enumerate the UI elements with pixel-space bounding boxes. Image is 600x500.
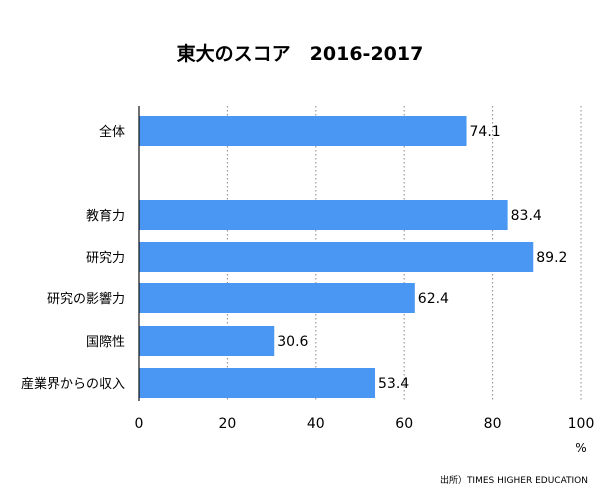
x-tick-label: 0 — [135, 416, 144, 432]
grid-lines — [226, 106, 582, 401]
value-label: 53.4 — [378, 376, 409, 392]
x-tick-labels: 0 20 40 60 80 100 — [135, 416, 595, 432]
x-unit-label: % — [575, 441, 586, 455]
bar — [139, 326, 275, 356]
bar — [139, 283, 415, 313]
bar — [139, 242, 534, 272]
x-tick-label: 20 — [218, 416, 236, 432]
category-label: 産業界からの収入 — [21, 376, 125, 392]
x-tick-label: 80 — [484, 416, 502, 432]
bar — [139, 200, 508, 230]
value-label: 30.6 — [277, 334, 308, 350]
x-tick-label: 40 — [307, 416, 325, 432]
x-tick-label: 100 — [568, 416, 595, 432]
value-label: 89.2 — [536, 250, 567, 266]
value-label: 74.1 — [470, 124, 501, 140]
category-label: 全体 — [99, 124, 125, 140]
bars — [139, 116, 534, 398]
bar — [139, 368, 376, 398]
category-label: 国際性 — [86, 335, 125, 350]
category-label: 教育力 — [86, 208, 125, 224]
value-label: 62.4 — [418, 291, 449, 307]
x-tick-label: 60 — [395, 416, 413, 432]
category-label: 研究力 — [86, 251, 125, 266]
source-label: 出所）TIMES HIGHER EDUCATION — [440, 474, 588, 486]
chart-title: 東大のスコア 2016-2017 — [177, 42, 424, 65]
value-label: 83.4 — [511, 208, 542, 224]
value-labels: 74.1 83.4 89.2 62.4 30.6 53.4 — [277, 124, 567, 392]
category-label: 研究の影響力 — [47, 291, 125, 307]
bar — [139, 116, 467, 146]
